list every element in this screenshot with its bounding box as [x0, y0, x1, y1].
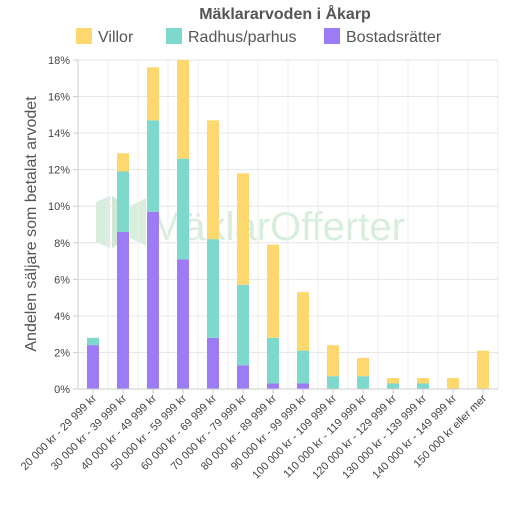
legend-swatch	[76, 28, 92, 44]
bar-segment	[207, 239, 219, 338]
y-tick-label: 2%	[54, 347, 70, 359]
bar-segment	[417, 378, 429, 384]
bar-segment	[117, 171, 129, 232]
y-tick-label: 10%	[48, 201, 70, 213]
bar-segment	[177, 259, 189, 389]
bar-segment	[267, 337, 279, 384]
bar-segment	[117, 231, 129, 389]
bar-segment	[477, 350, 489, 389]
legend: Villor Radhus/parhus Bostadsrätter	[76, 28, 442, 46]
legend-item[interactable]: Bostadsrätter	[324, 28, 442, 46]
bar-segment	[237, 365, 249, 389]
legend-swatch	[324, 28, 340, 44]
bar-segment	[117, 153, 129, 172]
y-tick-label: 14%	[48, 128, 70, 140]
y-tick-label: 6%	[54, 274, 70, 286]
bar-segment	[267, 383, 279, 389]
bar-segment	[297, 292, 309, 351]
bar-segment	[387, 378, 399, 384]
legend-item[interactable]: Villor	[76, 28, 134, 46]
bar-segment	[417, 383, 429, 389]
bar-segment	[297, 383, 309, 389]
bar-segment	[327, 376, 339, 389]
bar-segment	[147, 67, 159, 121]
legend-item[interactable]: Radhus/parhus	[166, 28, 297, 46]
bar-segment	[357, 357, 369, 377]
bar-segment	[297, 350, 309, 384]
y-tick-label: 8%	[54, 238, 70, 250]
y-tick-label: 12%	[48, 165, 70, 177]
y-axis-ticks: 0% 2% 4% 6% 8% 10% 12% 14% 16% 18%	[48, 55, 78, 396]
watermark: MäklarOfferter	[96, 196, 405, 249]
bar-segment	[177, 60, 189, 159]
axes	[77, 60, 498, 390]
legend-label: Villor	[98, 29, 134, 46]
legend-label: Radhus/parhus	[188, 29, 297, 46]
legend-label: Bostadsrätter	[346, 29, 442, 46]
y-tick-label: 4%	[54, 311, 70, 323]
bar-segment	[207, 120, 219, 240]
y-tick-label: 16%	[48, 92, 70, 104]
bar-segment	[87, 337, 99, 346]
bar-segment	[387, 383, 399, 389]
y-tick-label: 18%	[48, 55, 70, 67]
bar-segment	[147, 211, 159, 389]
chart-title: Mäklararvoden i Åkarp	[199, 4, 371, 23]
legend-swatch	[166, 28, 182, 44]
y-tick-label: 0%	[54, 384, 70, 396]
bar-segment	[87, 345, 99, 389]
bar-segment	[237, 284, 249, 366]
bar-segment	[147, 120, 159, 212]
bars	[87, 60, 489, 389]
bar-segment	[207, 337, 219, 389]
bar-segment	[177, 158, 189, 260]
bar-segment	[267, 244, 279, 338]
bar-segment	[447, 378, 459, 389]
watermark-text: MäklarOfferter	[150, 205, 405, 249]
bar-segment	[327, 345, 339, 377]
y-axis-label: Andelen säljare som betalat arvodet	[23, 96, 40, 352]
bar-segment	[357, 376, 369, 389]
bar-segment	[237, 173, 249, 285]
